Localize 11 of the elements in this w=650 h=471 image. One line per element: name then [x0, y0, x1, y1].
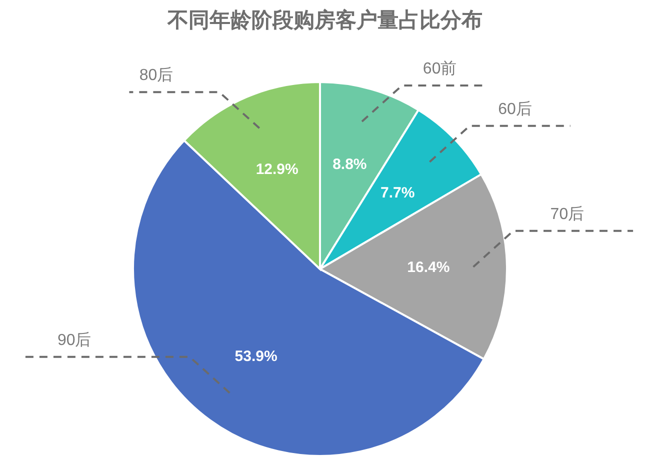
data-label: 7.7%	[380, 184, 415, 202]
slice-label: 70后	[550, 204, 584, 223]
slice-label: 90后	[57, 330, 92, 349]
data-label: 53.9%	[234, 348, 278, 366]
slice-label: 60后	[498, 100, 532, 118]
slice-label: 60前	[422, 60, 457, 78]
data-label: 16.4%	[407, 258, 450, 276]
chart-title: 不同年龄阶段购房客户量占比分布	[166, 8, 484, 34]
slice-label: 80后	[139, 66, 174, 84]
data-label: 8.8%	[332, 156, 367, 174]
data-label: 12.9%	[256, 160, 298, 178]
